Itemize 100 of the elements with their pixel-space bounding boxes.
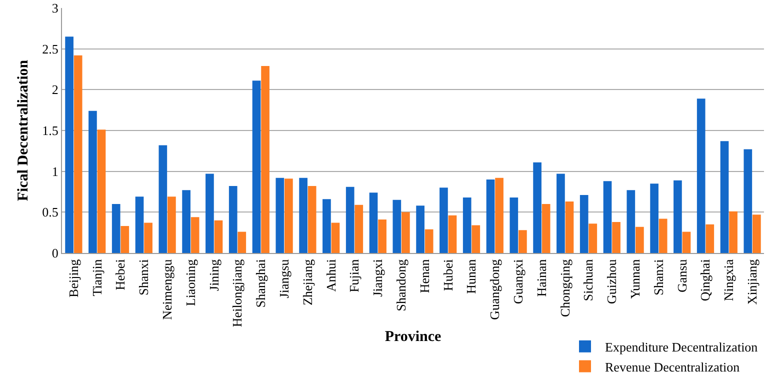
x-tick-label: Neimenggu bbox=[160, 258, 175, 320]
bar bbox=[322, 199, 331, 253]
y-tick-label: 2.5 bbox=[42, 41, 58, 56]
x-tick-label: Heilongjiang bbox=[230, 258, 245, 328]
bar bbox=[424, 229, 434, 253]
x-tick-label: Yunnan bbox=[628, 258, 643, 299]
bar bbox=[88, 110, 97, 253]
bar bbox=[720, 141, 729, 253]
y-tick-label: 2 bbox=[52, 82, 58, 98]
bar bbox=[112, 204, 120, 253]
x-tick-label: Hubei bbox=[440, 258, 456, 291]
bar bbox=[440, 188, 448, 253]
bar bbox=[158, 145, 168, 253]
x-tick-label: Hainan bbox=[534, 258, 549, 297]
bar bbox=[580, 195, 588, 253]
bar bbox=[510, 197, 518, 253]
bar bbox=[206, 174, 214, 253]
x-tick-label: Qinghai bbox=[698, 258, 713, 302]
bar bbox=[238, 232, 246, 253]
bar bbox=[190, 217, 200, 253]
bar bbox=[533, 162, 542, 253]
bar bbox=[354, 204, 364, 253]
bar bbox=[276, 178, 284, 253]
x-tick-label: Guangdong bbox=[487, 258, 502, 320]
x-tick-label: Zhejiang bbox=[300, 258, 315, 306]
bar bbox=[696, 98, 706, 253]
y-tick-label: 1 bbox=[52, 164, 58, 179]
bar bbox=[402, 212, 410, 253]
x-tick-label: Jiangxi bbox=[370, 258, 386, 297]
y-tick-label: 1.5 bbox=[42, 123, 58, 138]
x-tick-label: Fujian bbox=[346, 258, 362, 292]
bar bbox=[308, 186, 316, 253]
x-tick-label: Xinjiang bbox=[744, 258, 760, 305]
x-tick-label: Guizhou bbox=[604, 258, 620, 304]
bar bbox=[331, 222, 340, 253]
bar bbox=[744, 149, 752, 253]
x-tick-label: Shanghai bbox=[253, 258, 268, 308]
x-tick-label: Beijing bbox=[66, 258, 81, 298]
legend-label: Revenue Decentralization bbox=[605, 359, 740, 374]
y-tick-label: 0 bbox=[52, 246, 58, 261]
x-tick-label: Hebei bbox=[112, 258, 128, 290]
bar bbox=[346, 186, 354, 253]
x-tick-label: Chongqing bbox=[557, 258, 572, 317]
x-tick-label: Gansu bbox=[674, 258, 690, 292]
x-tick-label: Tianjin bbox=[89, 258, 104, 296]
bar bbox=[378, 220, 386, 253]
bar bbox=[214, 220, 223, 253]
x-tick-label: Liaoning bbox=[182, 258, 198, 306]
x-tick-label: Shanxi bbox=[136, 258, 152, 296]
bar bbox=[495, 178, 504, 253]
y-axis-title: Fical Decentralization bbox=[15, 59, 32, 202]
x-tick-label: Guangxi bbox=[510, 258, 526, 304]
bar bbox=[369, 192, 378, 253]
bar bbox=[472, 225, 480, 253]
bar bbox=[636, 226, 644, 253]
bar bbox=[74, 55, 82, 253]
bar bbox=[135, 196, 144, 253]
x-tick-label: Henan bbox=[416, 258, 432, 294]
bar bbox=[65, 36, 74, 253]
bar bbox=[612, 222, 620, 253]
bar bbox=[674, 180, 682, 253]
y-tick-label: 3 bbox=[52, 0, 58, 16]
bar bbox=[542, 204, 550, 253]
bar bbox=[462, 197, 472, 253]
x-tick-label: Anhui bbox=[323, 258, 338, 292]
bar bbox=[650, 184, 658, 253]
bar bbox=[261, 66, 270, 253]
y-tick-label: 0.5 bbox=[42, 204, 58, 220]
bar bbox=[168, 196, 176, 253]
bar bbox=[144, 222, 152, 253]
bar bbox=[752, 214, 761, 253]
x-tick-label: Hunan bbox=[464, 258, 479, 294]
bar bbox=[518, 230, 527, 253]
bar bbox=[486, 180, 495, 253]
bar bbox=[603, 181, 612, 253]
bar bbox=[228, 186, 238, 253]
bar bbox=[588, 224, 598, 253]
bar bbox=[565, 202, 574, 253]
bar bbox=[682, 232, 691, 253]
bar bbox=[182, 190, 190, 253]
bar bbox=[120, 226, 130, 253]
bar bbox=[448, 215, 457, 253]
x-tick-label: Jining bbox=[206, 258, 222, 291]
bar bbox=[97, 130, 106, 253]
bar bbox=[284, 178, 293, 253]
bar bbox=[729, 211, 738, 253]
bar bbox=[416, 206, 424, 253]
x-tick-label: Shandong bbox=[394, 258, 409, 312]
bar bbox=[252, 80, 261, 253]
bar bbox=[299, 178, 308, 253]
x-tick-label: Jiangsu bbox=[276, 258, 292, 298]
bar bbox=[556, 174, 565, 253]
bar bbox=[658, 218, 668, 253]
x-tick-label: Sichuan bbox=[580, 258, 596, 302]
legend-label: Expenditure Decentralization bbox=[605, 339, 758, 354]
x-tick-label: Ningxia bbox=[721, 258, 736, 302]
x-axis-title: Province bbox=[384, 329, 442, 346]
x-tick-label: Shanxi bbox=[650, 258, 666, 296]
bar bbox=[392, 200, 402, 253]
bar bbox=[706, 224, 714, 253]
